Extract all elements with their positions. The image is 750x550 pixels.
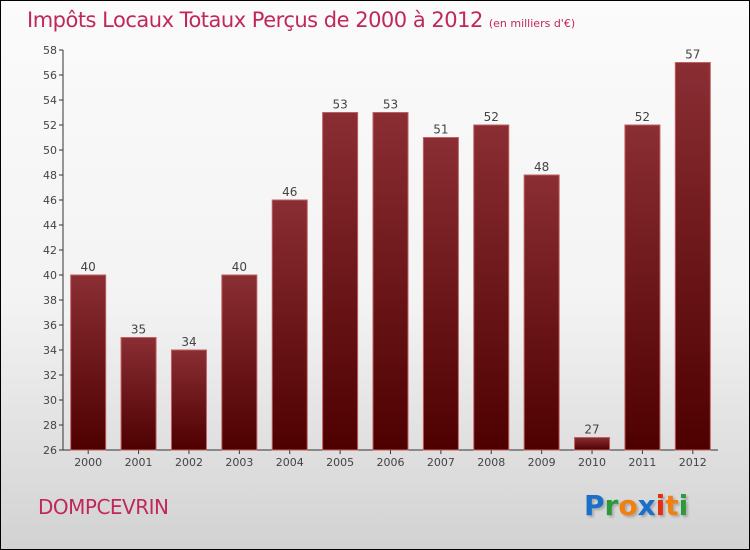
bar-2000: [70, 274, 107, 451]
x-tick-label: 2005: [326, 456, 354, 469]
bar-2003: [221, 274, 258, 451]
value-label: 57: [685, 48, 700, 62]
value-label: 53: [332, 98, 347, 112]
bar-2009: [523, 174, 560, 451]
y-tick-label: 34: [43, 344, 57, 357]
value-label: 52: [484, 110, 499, 124]
x-tick-label: 2011: [628, 456, 656, 469]
bar-2012: [674, 62, 711, 451]
y-tick-label: 50: [43, 144, 57, 157]
value-label: 40: [232, 260, 247, 274]
city-name: DOMPCEVRIN: [38, 495, 169, 519]
x-tick-label: 2007: [427, 456, 455, 469]
x-tick-label: 2012: [679, 456, 707, 469]
x-tick-label: 2004: [276, 456, 304, 469]
y-tick-label: 42: [43, 244, 57, 257]
bar-2010: [574, 437, 611, 451]
y-tick-label: 54: [43, 94, 57, 107]
bar-2001: [120, 337, 157, 451]
y-tick-label: 30: [43, 394, 57, 407]
value-label: 53: [383, 98, 398, 112]
value-label: 51: [433, 123, 448, 137]
bar-2008: [473, 124, 510, 451]
title-text: Impôts Locaux Totaux Perçus de 2000 à 20…: [27, 8, 483, 32]
y-tick-label: 52: [43, 119, 57, 132]
bar-2002: [170, 349, 207, 451]
y-tick-label: 32: [43, 369, 57, 382]
y-tick-label: 48: [43, 169, 57, 182]
value-label: 40: [81, 260, 96, 274]
value-label: 46: [282, 185, 297, 199]
value-label: 48: [534, 160, 549, 174]
bar-2007: [422, 137, 459, 451]
bar-2011: [624, 124, 661, 451]
y-tick-label: 28: [43, 419, 57, 432]
y-tick-label: 46: [43, 194, 57, 207]
y-tick-label: 26: [43, 444, 57, 457]
x-tick-label: 2006: [377, 456, 405, 469]
value-label: 35: [131, 323, 146, 337]
bar-2005: [322, 112, 359, 451]
x-tick-label: 2002: [175, 456, 203, 469]
y-tick-label: 38: [43, 294, 57, 307]
value-label: 27: [584, 423, 599, 437]
x-tick-label: 2000: [74, 456, 102, 469]
x-tick-label: 2008: [477, 456, 505, 469]
x-tick-label: 2003: [225, 456, 253, 469]
value-label: 34: [181, 335, 196, 349]
x-tick-label: 2010: [578, 456, 606, 469]
chart-title: Impôts Locaux Totaux Perçus de 2000 à 20…: [27, 8, 575, 32]
bar-2004: [271, 199, 308, 451]
proxiti-logo: Proxiti: [584, 489, 689, 522]
y-tick-label: 36: [43, 319, 57, 332]
y-tick-label: 44: [43, 219, 57, 232]
y-tick-label: 58: [43, 44, 57, 57]
x-tick-label: 2009: [528, 456, 556, 469]
bar-2006: [372, 112, 409, 451]
subtitle-text: (en milliers d'€): [488, 17, 576, 30]
y-tick-label: 40: [43, 269, 57, 282]
x-tick-label: 2001: [125, 456, 153, 469]
value-label: 52: [635, 110, 650, 124]
y-tick-label: 56: [43, 69, 57, 82]
